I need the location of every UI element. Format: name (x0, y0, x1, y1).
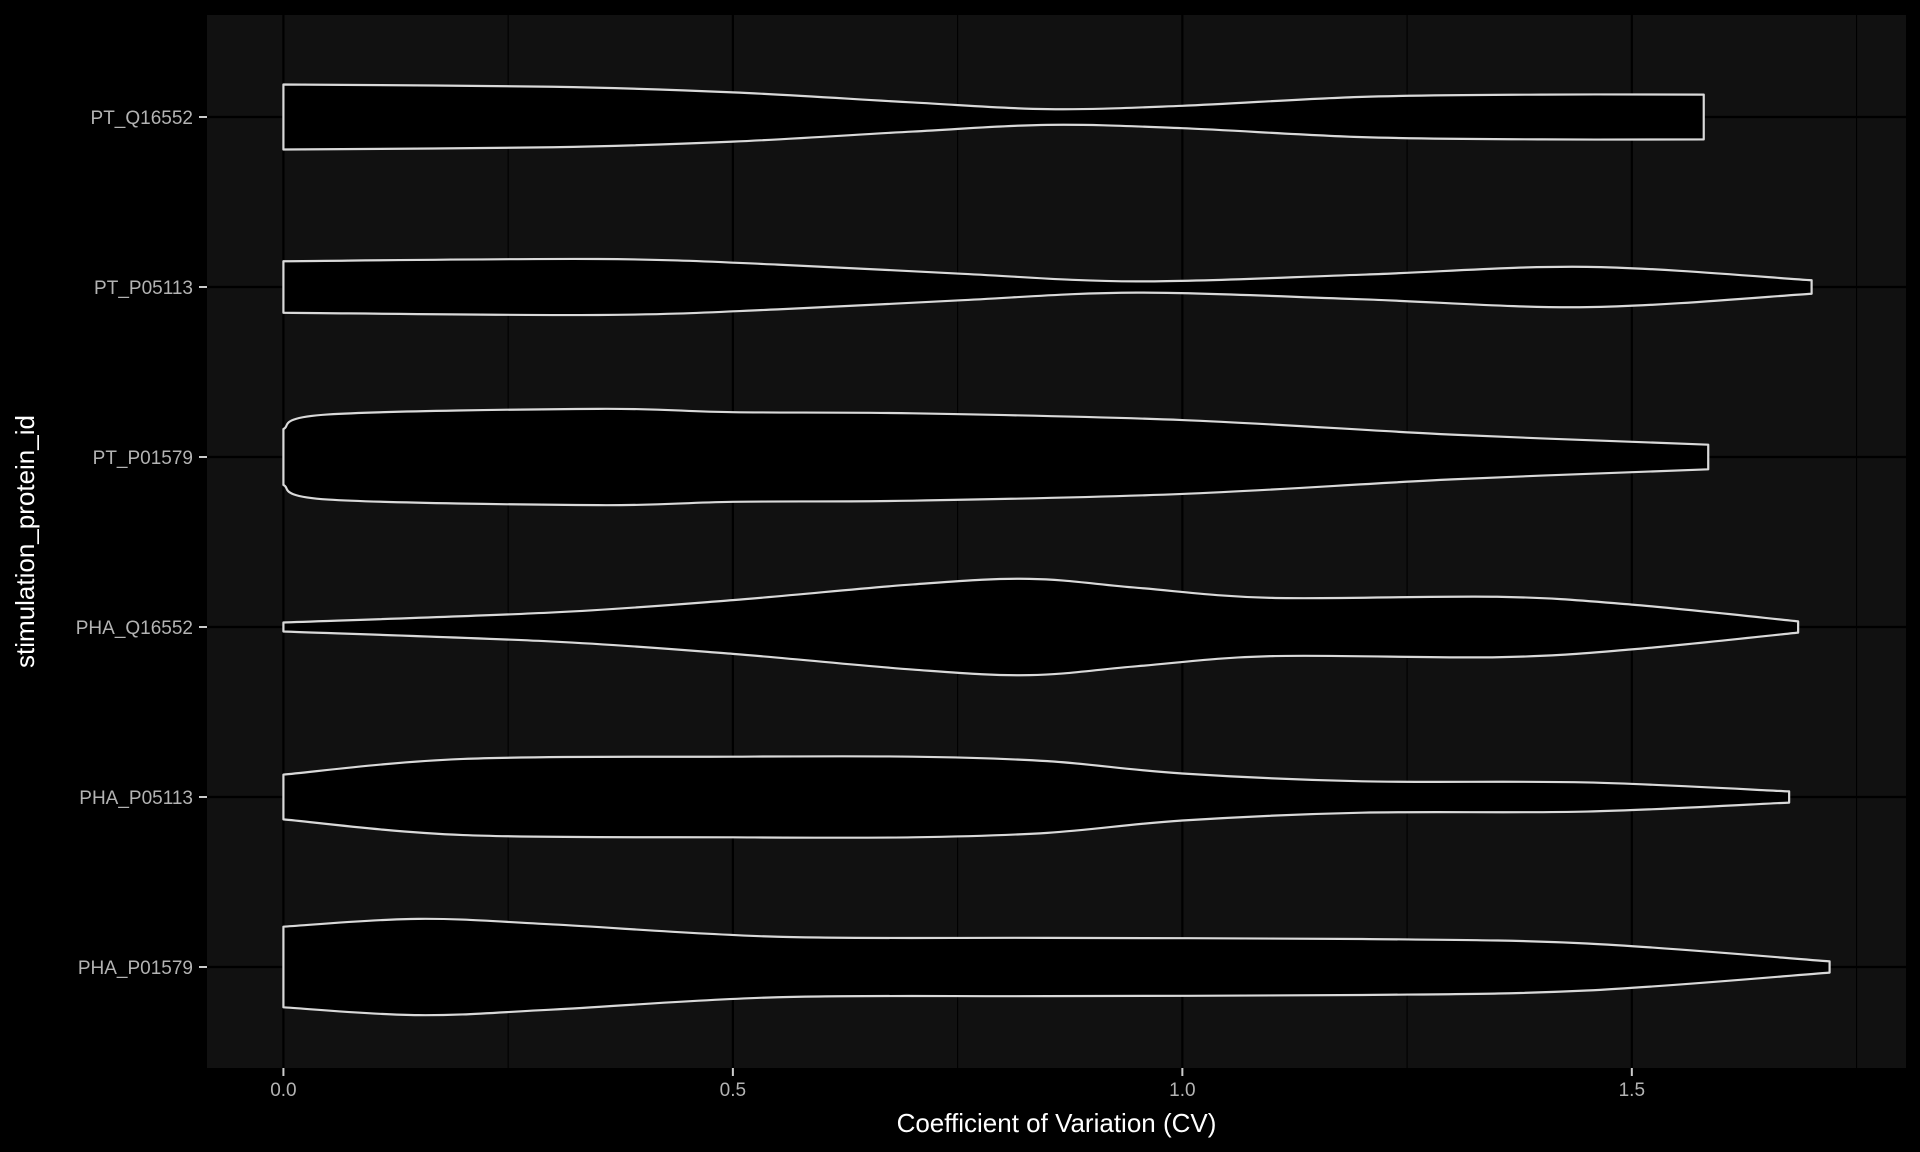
y-tick-label: PT_P01579 (93, 448, 193, 469)
x-tick-label: 1.0 (1169, 1080, 1195, 1101)
x-tick-label: 0.5 (720, 1080, 746, 1101)
x-tick-label: 0.0 (270, 1080, 296, 1101)
y-axis-title: stimulation_protein_id (10, 415, 40, 668)
violin-PT_Q16552 (282, 83, 1705, 151)
violins (282, 83, 1831, 1017)
violin-PHA_Q16552 (282, 577, 1800, 677)
violin-PHA_P01579 (282, 917, 1831, 1017)
violin-PT_P01579 (282, 407, 1710, 507)
y-tick-label: PT_P05113 (94, 278, 193, 299)
grid-minor (507, 15, 1858, 1068)
x-axis-title: Coefficient of Variation (CV) (897, 1108, 1217, 1138)
y-tick-label: PHA_P05113 (79, 788, 193, 809)
x-tick-label: 1.5 (1619, 1080, 1645, 1101)
y-tick-label: PT_Q16552 (91, 108, 193, 129)
violin-PT_P05113 (282, 257, 1813, 317)
plot-panel (207, 15, 1906, 1068)
y-axis: PT_Q16552 PT_P05113 PT_P01579 PHA_Q16552 PHA… (76, 108, 207, 979)
y-tick-label: PHA_Q16552 (76, 618, 193, 639)
x-axis: 0.0 0.5 1.0 1.5 (270, 1068, 1645, 1101)
violin-PHA_P05113 (282, 755, 1791, 839)
y-tick-label: PHA_P01579 (78, 958, 193, 979)
